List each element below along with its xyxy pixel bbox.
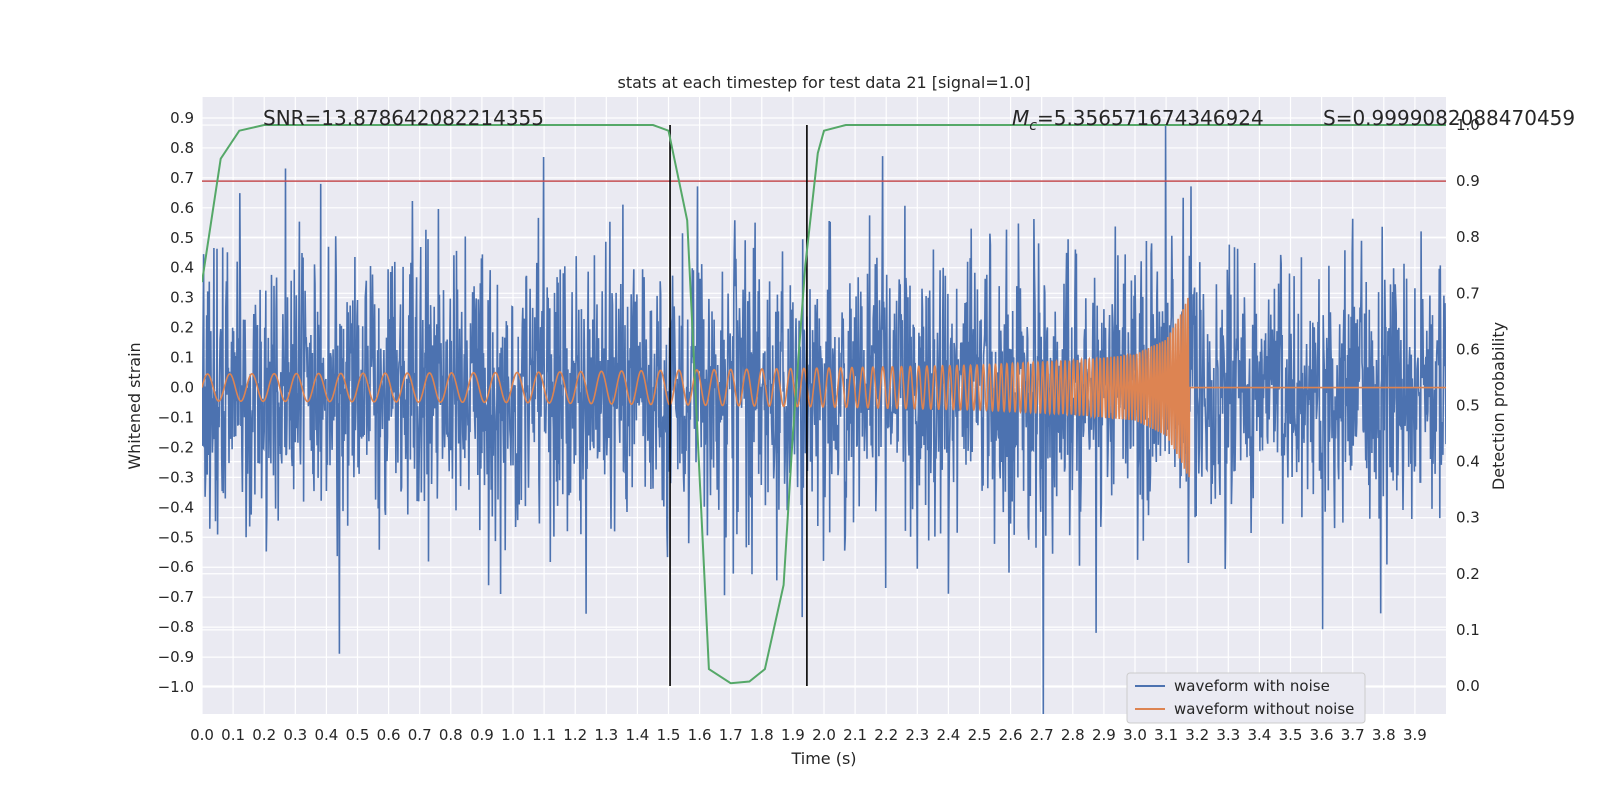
x-tick-label: 2.3: [905, 726, 929, 744]
x-tick-label: 1.1: [532, 726, 556, 744]
x-tick-label: 3.9: [1403, 726, 1427, 744]
x-tick-label: 3.7: [1341, 726, 1365, 744]
x-tick-label: 3.1: [1154, 726, 1178, 744]
x-tick-label: 0.2: [252, 726, 276, 744]
x-tick-label: 1.8: [750, 726, 774, 744]
y2-tick-label: 0.7: [1456, 284, 1480, 302]
x-tick-label: 3.3: [1216, 726, 1240, 744]
x-tick-label: 0.5: [346, 726, 370, 744]
x-tick-label: 2.8: [1061, 726, 1085, 744]
y2-tick-label: 0.5: [1456, 397, 1480, 415]
y-tick-label: 0.0: [170, 379, 194, 397]
x-tick-label: 1.7: [719, 726, 743, 744]
y2-axis-label: Detection probability: [1489, 322, 1508, 490]
snr-annotation: SNR=13.878642082214355: [263, 106, 544, 130]
y-tick-label: −0.9: [158, 648, 194, 666]
y-tick-label: −0.7: [158, 588, 194, 606]
legend-label-without-noise: waveform without noise: [1174, 700, 1354, 718]
x-tick-label: 0.9: [470, 726, 494, 744]
y-tick-label: −0.2: [158, 438, 194, 456]
y-tick-label: −0.6: [158, 558, 194, 576]
y-tick-label: 0.8: [170, 139, 194, 157]
y-tick-label: 0.1: [170, 349, 194, 367]
x-tick-label: 0.6: [377, 726, 401, 744]
x-tick-label: 1.3: [594, 726, 618, 744]
y2-tick-label: 0.2: [1456, 565, 1480, 583]
x-tick-label: 1.6: [688, 726, 712, 744]
x-tick-label: 3.0: [1123, 726, 1147, 744]
y2-tick-label: 1.0: [1456, 116, 1480, 134]
x-ticks: 0.0 0.1 0.2 0.3 0.4 0.5 0.6 0.7 0.8 0.9 1.0 1.1 1.2 1…: [190, 726, 1427, 744]
mc-value: =5.356571674346924: [1037, 106, 1264, 130]
x-tick-label: 0.3: [283, 726, 307, 744]
x-tick-label: 0.4: [314, 726, 338, 744]
y-tick-label: −0.3: [158, 468, 194, 486]
series-waveform-without-noise: [202, 297, 1446, 478]
y-tick-label: 0.5: [170, 229, 194, 247]
x-tick-label: 1.5: [657, 726, 681, 744]
x-tick-label: 1.4: [625, 726, 649, 744]
x-tick-label: 3.2: [1185, 726, 1209, 744]
x-tick-label: 1.0: [501, 726, 525, 744]
x-tick-label: 2.5: [968, 726, 992, 744]
x-tick-label: 3.4: [1247, 726, 1271, 744]
y2-tick-label: 0.9: [1456, 172, 1480, 190]
y2-ticks: 1.0 0.9 0.8 0.7 0.6 0.5 0.4 0.3 0.2 0.1 0.0: [1456, 116, 1480, 695]
y2-tick-label: 0.6: [1456, 340, 1480, 358]
y-tick-label: 0.3: [170, 289, 194, 307]
x-tick-label: 1.9: [781, 726, 805, 744]
y2-tick-label: 0.8: [1456, 228, 1480, 246]
x-tick-label: 2.2: [874, 726, 898, 744]
y2-tick-label: 0.0: [1456, 677, 1480, 695]
mc-subscript: c: [1029, 118, 1037, 134]
y-tick-label: −1.0: [158, 678, 194, 696]
series-detection-probability: [202, 124, 1446, 685]
legend-label-with-noise: waveform with noise: [1174, 677, 1330, 695]
y-tick-label: 0.9: [170, 109, 194, 127]
x-tick-label: 3.8: [1372, 726, 1396, 744]
y-tick-label: 0.4: [170, 259, 194, 277]
legend: waveform with noise waveform without noi…: [1126, 672, 1366, 724]
y-axis-label: Whitened strain: [125, 342, 144, 469]
y-tick-label: 0.2: [170, 319, 194, 337]
mc-annotation: Mc=5.356571674346924: [1012, 106, 1264, 134]
s-annotation: S=0.9999082088470459: [1323, 106, 1575, 130]
x-tick-label: 2.9: [1092, 726, 1116, 744]
x-axis-label: Time (s): [790, 749, 856, 768]
mc-symbol: M: [1012, 106, 1029, 130]
chart-title: stats at each timestep for test data 21 …: [618, 73, 1031, 92]
y-tick-label: −0.5: [158, 528, 194, 546]
series-waveform-with-noise: [202, 125, 1446, 714]
x-tick-label: 2.6: [999, 726, 1023, 744]
x-tick-label: 0.1: [221, 726, 245, 744]
x-tick-label: 1.2: [563, 726, 587, 744]
y2-tick-label: 0.3: [1456, 509, 1480, 527]
x-tick-label: 0.7: [408, 726, 432, 744]
legend-box: [1126, 672, 1366, 724]
x-tick-label: 2.1: [843, 726, 867, 744]
series-layer: [202, 124, 1446, 714]
x-tick-label: 3.6: [1310, 726, 1334, 744]
x-tick-label: 2.7: [1030, 726, 1054, 744]
y-tick-label: −0.1: [158, 408, 194, 426]
x-tick-label: 0.8: [439, 726, 463, 744]
y2-tick-label: 0.1: [1456, 621, 1480, 639]
x-tick-label: 2.0: [812, 726, 836, 744]
y-tick-label: 0.7: [170, 169, 194, 187]
x-tick-label: 2.4: [936, 726, 960, 744]
y-tick-label: 0.6: [170, 199, 194, 217]
y2-tick-label: 0.4: [1456, 453, 1480, 471]
x-tick-label: 0.0: [190, 726, 214, 744]
x-tick-label: 3.5: [1279, 726, 1303, 744]
y-tick-label: −0.4: [158, 498, 194, 516]
y-tick-label: −0.8: [158, 618, 194, 636]
y-ticks: 0.9 0.8 0.7 0.6 0.5 0.4 0.3 0.2 0.1 0.0 −0.1 −0.2 −0…: [158, 109, 194, 696]
